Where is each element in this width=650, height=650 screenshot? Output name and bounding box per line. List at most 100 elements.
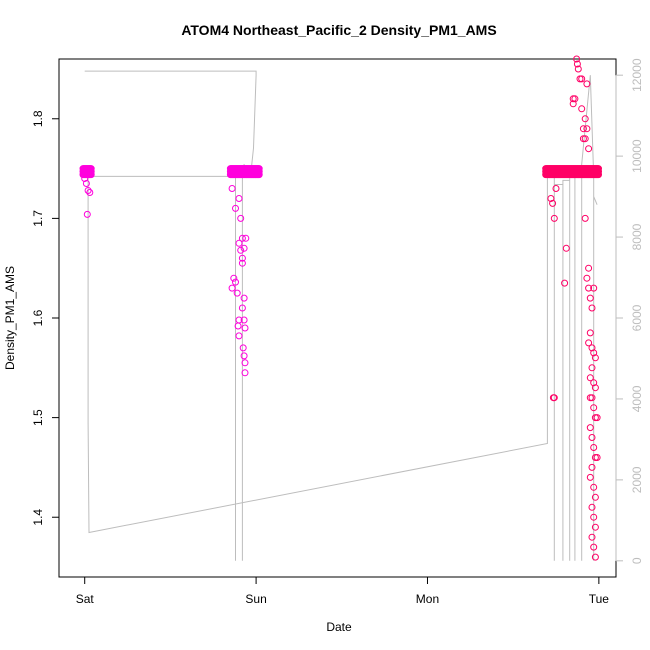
data-point xyxy=(585,145,593,153)
data-point xyxy=(590,349,598,357)
data-point xyxy=(242,234,250,242)
data-point xyxy=(573,60,581,68)
data-point xyxy=(595,171,602,179)
data-point xyxy=(579,125,587,133)
data-point xyxy=(593,414,601,422)
x-tick-label: Tue xyxy=(589,592,610,606)
data-point xyxy=(228,185,236,192)
data-point xyxy=(569,100,577,108)
data-point xyxy=(86,189,94,196)
plot-area-frame xyxy=(58,58,617,578)
data-point xyxy=(588,503,596,511)
data-point xyxy=(237,214,245,222)
data-point xyxy=(590,284,598,292)
data-point xyxy=(241,359,249,367)
data-point xyxy=(578,75,586,83)
data-point xyxy=(586,329,594,337)
data-point xyxy=(240,316,248,324)
data-point xyxy=(238,234,246,242)
data-point xyxy=(595,168,602,176)
y-tick-label: 1.5 xyxy=(31,409,45,426)
y2-tick-label: 12000 xyxy=(630,58,644,92)
data-point xyxy=(585,264,593,272)
x-tick-label: Sat xyxy=(76,592,95,606)
data-point xyxy=(228,284,236,292)
series-line-layer xyxy=(84,70,598,561)
data-point xyxy=(588,344,596,352)
data-point xyxy=(591,384,599,392)
x-axis: Sat Sun Mon Tue xyxy=(76,576,610,606)
data-point xyxy=(235,195,243,202)
x-tick-label: Sun xyxy=(245,592,266,606)
data-point xyxy=(574,65,582,73)
data-point xyxy=(549,199,557,207)
data-point xyxy=(583,125,591,133)
data-point xyxy=(241,324,249,332)
data-point xyxy=(590,543,598,551)
data-point xyxy=(81,175,89,182)
data-point xyxy=(239,344,247,352)
y-tick-label: 1.6 xyxy=(31,309,45,326)
data-point xyxy=(579,135,587,143)
data-point xyxy=(83,210,91,218)
y-axis: 1.4 1.5 1.6 1.7 1.8 xyxy=(31,110,60,526)
data-point xyxy=(586,394,594,402)
x-tick-label: Mon xyxy=(416,592,439,606)
data-point xyxy=(232,204,239,212)
y-tick-label: 1.7 xyxy=(31,210,45,227)
data-point xyxy=(588,304,596,312)
data-point xyxy=(550,394,558,402)
data-point xyxy=(232,278,239,286)
data-point xyxy=(588,434,596,441)
series-points-layer xyxy=(79,55,602,561)
data-point xyxy=(255,171,263,179)
data-point xyxy=(590,483,598,491)
data-point xyxy=(562,244,570,252)
data-point xyxy=(573,55,581,63)
y2-tick-label: 0 xyxy=(630,557,644,564)
data-point xyxy=(586,424,594,432)
data-point xyxy=(235,239,243,247)
data-point xyxy=(82,170,90,178)
y2-tick-label: 2000 xyxy=(630,466,644,493)
y-axis-label: Density_PM1_AMS xyxy=(3,266,17,370)
data-point xyxy=(235,332,243,340)
data-point xyxy=(238,304,246,312)
y2-tick-label: 8000 xyxy=(630,223,644,250)
data-point xyxy=(588,463,596,471)
data-point xyxy=(238,254,246,262)
chart-title: ATOM4 Northeast_Pacific_2 Density_PM1_AM… xyxy=(181,22,496,38)
data-point xyxy=(240,294,248,302)
y2-tick-label: 10000 xyxy=(630,139,644,173)
data-point xyxy=(237,246,245,254)
data-point xyxy=(571,95,579,103)
data-point xyxy=(581,214,589,222)
data-point xyxy=(240,352,248,360)
y2-axis: 0 2000 4000 6000 8000 10000 12000 xyxy=(615,58,644,564)
data-point xyxy=(591,523,599,531)
data-point xyxy=(561,279,569,287)
data-point xyxy=(586,294,594,302)
data-point xyxy=(255,168,263,176)
y-tick-label: 1.8 xyxy=(31,110,45,127)
data-point xyxy=(233,289,241,297)
data-point xyxy=(583,80,591,88)
data-point xyxy=(586,473,594,481)
data-point xyxy=(238,259,246,267)
data-point xyxy=(230,274,238,282)
data-point xyxy=(590,513,598,521)
series-line xyxy=(84,70,598,561)
y2-tick-label: 4000 xyxy=(630,385,644,412)
data-point xyxy=(550,214,558,222)
data-point xyxy=(240,244,248,252)
data-point xyxy=(583,274,591,282)
data-point xyxy=(234,322,242,330)
data-point xyxy=(593,454,601,461)
data-point xyxy=(581,115,589,123)
data-point xyxy=(241,369,249,377)
data-point xyxy=(591,553,599,561)
data-point xyxy=(84,187,92,194)
data-point xyxy=(552,185,560,192)
data-point xyxy=(82,180,90,187)
